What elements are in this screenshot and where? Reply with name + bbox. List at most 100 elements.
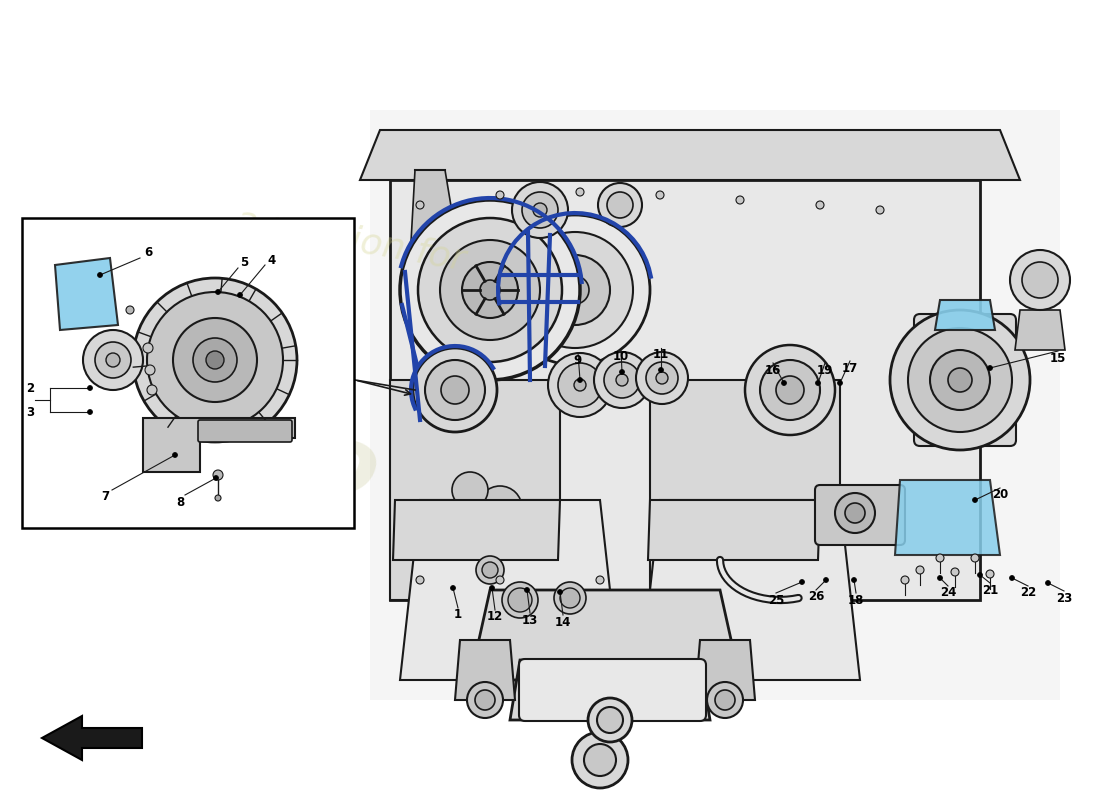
Text: 6: 6 [144, 246, 152, 259]
Circle shape [173, 453, 177, 458]
Polygon shape [370, 110, 1060, 700]
Circle shape [482, 562, 498, 578]
Circle shape [440, 240, 540, 340]
Circle shape [578, 378, 583, 382]
Polygon shape [935, 300, 996, 330]
Circle shape [143, 343, 153, 353]
Text: 12: 12 [487, 610, 503, 623]
Circle shape [745, 345, 835, 435]
Circle shape [916, 566, 924, 574]
Circle shape [425, 360, 485, 420]
Text: 2: 2 [26, 382, 34, 394]
Circle shape [948, 368, 972, 392]
Circle shape [607, 192, 632, 218]
Text: 23: 23 [1056, 591, 1072, 605]
Circle shape [475, 690, 495, 710]
Bar [22, 218, 354, 528]
Polygon shape [42, 716, 142, 760]
Circle shape [216, 290, 220, 294]
Polygon shape [895, 480, 1000, 555]
Circle shape [971, 554, 979, 562]
Polygon shape [470, 590, 740, 680]
Polygon shape [650, 380, 840, 600]
Circle shape [736, 196, 744, 204]
Circle shape [441, 376, 469, 404]
Circle shape [133, 278, 297, 442]
Circle shape [656, 191, 664, 199]
Circle shape [1022, 262, 1058, 298]
Circle shape [173, 318, 257, 402]
Circle shape [815, 381, 821, 386]
Circle shape [656, 372, 668, 384]
Circle shape [760, 360, 820, 420]
Circle shape [95, 342, 131, 378]
Text: 19: 19 [817, 363, 833, 377]
Circle shape [646, 362, 678, 394]
Circle shape [937, 575, 943, 581]
Polygon shape [510, 660, 710, 720]
Circle shape [412, 348, 497, 432]
Polygon shape [393, 500, 560, 560]
Text: 4: 4 [268, 254, 276, 266]
Text: 16: 16 [764, 363, 781, 377]
Circle shape [851, 578, 857, 582]
Circle shape [707, 682, 743, 718]
Circle shape [619, 370, 625, 374]
Text: 13: 13 [521, 614, 538, 626]
Circle shape [147, 385, 157, 395]
FancyBboxPatch shape [914, 314, 1016, 446]
Circle shape [525, 587, 529, 593]
Circle shape [800, 579, 804, 585]
Polygon shape [55, 258, 118, 330]
Polygon shape [455, 640, 515, 700]
Text: 18: 18 [848, 594, 865, 606]
Circle shape [598, 183, 642, 227]
Circle shape [452, 472, 488, 508]
Text: 1: 1 [454, 609, 462, 622]
Circle shape [98, 273, 102, 278]
FancyBboxPatch shape [815, 485, 905, 545]
Circle shape [478, 486, 522, 530]
Circle shape [594, 352, 650, 408]
Circle shape [145, 365, 155, 375]
Circle shape [776, 376, 804, 404]
Circle shape [816, 201, 824, 209]
Circle shape [106, 353, 120, 367]
Circle shape [576, 188, 584, 196]
Polygon shape [390, 380, 560, 600]
Text: 5: 5 [240, 257, 249, 270]
Circle shape [604, 362, 640, 398]
Circle shape [781, 381, 786, 386]
Circle shape [837, 381, 843, 386]
Circle shape [508, 588, 532, 612]
Circle shape [214, 495, 221, 501]
Circle shape [574, 379, 586, 391]
Circle shape [596, 576, 604, 584]
Text: 21: 21 [982, 583, 998, 597]
Circle shape [416, 201, 424, 209]
Text: euroo: euroo [69, 338, 390, 522]
Text: 11: 11 [653, 349, 669, 362]
Circle shape [1045, 581, 1050, 586]
Circle shape [561, 276, 588, 304]
Text: 24: 24 [939, 586, 956, 599]
Polygon shape [143, 418, 295, 472]
Circle shape [558, 590, 562, 594]
Text: 20: 20 [992, 489, 1008, 502]
Circle shape [1010, 250, 1070, 310]
Circle shape [534, 203, 547, 217]
Circle shape [480, 280, 501, 300]
Circle shape [540, 255, 611, 325]
Circle shape [1010, 575, 1014, 581]
Circle shape [496, 576, 504, 584]
Circle shape [502, 582, 538, 618]
Circle shape [462, 262, 518, 318]
Text: 22: 22 [1020, 586, 1036, 599]
FancyBboxPatch shape [198, 420, 292, 442]
Circle shape [588, 698, 632, 742]
Circle shape [616, 374, 628, 386]
Circle shape [636, 352, 688, 404]
Circle shape [213, 475, 219, 481]
Polygon shape [400, 500, 620, 680]
Text: 3: 3 [26, 406, 34, 418]
